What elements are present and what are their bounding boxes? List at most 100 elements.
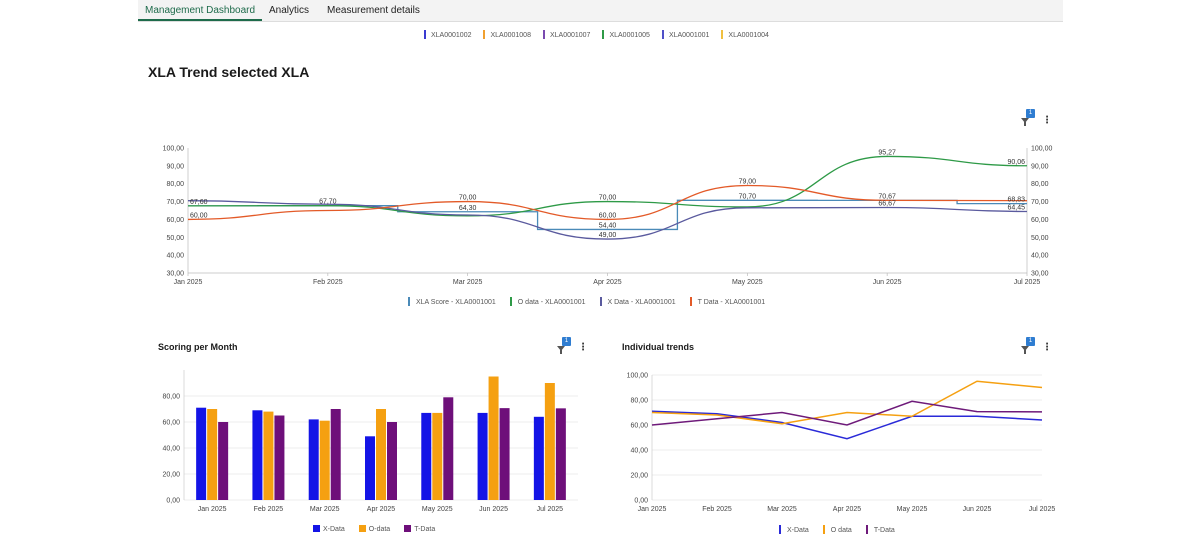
legend-item[interactable]: T-Data [404,525,435,533]
filter-icon[interactable]: 1 [556,337,574,358]
kebab-menu-icon[interactable]: ⋮ [1042,342,1052,353]
kebab-menu-icon[interactable]: ⋮ [578,342,588,353]
legend-label: XLA0001005 [609,32,650,39]
x-tick-label: Apr 2025 [593,279,622,286]
legend-swatch [779,525,781,534]
legend-item[interactable]: X-Data [313,525,345,533]
series-line [187,155,1028,217]
scoring-bar-chart: 0,00 20,00 40,00 60,00 80,00 Jan 2025 Feb 2025… [150,365,590,520]
series-line [651,410,1043,440]
filter-count-badge: 1 [562,337,571,346]
data-label: 49,00 [599,232,617,239]
legend-label: XLA0001001 [668,32,710,39]
bar [533,416,544,500]
tab-bar: Management Dashboard Analytics Measureme… [138,0,1063,22]
x-tick-label: May 2025 [422,506,453,513]
legend-item[interactable]: XLA0001004 [721,30,769,39]
data-label: 54,40 [599,222,617,229]
legend-label: O data [830,527,852,534]
legend-label: O data - XLA0001001 [517,299,586,306]
data-label: 67,70 [319,199,337,206]
individual-trends-svg: 0,00 20,00 40,00 60,00 80,00 100,00 Jan 2025 Fe… [627,373,1056,514]
legend-item[interactable]: XLA0001005 [602,30,650,39]
y-tick-label: 90,00 [1031,163,1049,170]
x-tick-label: Jan 2025 [174,279,203,286]
data-label: 66,67 [878,201,896,208]
y-tick-label: 90,00 [166,163,184,170]
x-tick-label: Feb 2025 [254,506,284,513]
x-tick-label: Mar 2025 [767,506,797,513]
data-label: 70,70 [739,193,757,200]
y-tick-label: 40,00 [162,446,180,453]
bar [555,408,566,500]
legend-swatch [509,297,512,306]
legend-swatch [599,297,602,306]
bar [488,376,499,500]
x-tick-label: Jun 2025 [963,506,992,513]
legend-item[interactable]: X-Data [779,525,809,534]
y-tick-label: 0,00 [166,498,180,505]
data-label: 70,00 [599,195,617,202]
y-tick-label: 60,00 [162,420,180,427]
x-tick-label: Feb 2025 [702,506,732,513]
series-line [651,400,1043,426]
data-label: 79,00 [739,179,757,186]
filter-icon[interactable]: 1 [1020,109,1038,130]
xla-trend-legend: XLA Score - XLA0001001 O data - XLA000100… [408,297,779,306]
legend-item[interactable]: O-data [358,525,391,533]
xla-trend-chart: 30,00 30,00 40,00 40,00 50,00 50,00 60,00 60,00… [140,140,1060,300]
y-tick-label: 80,00 [1031,181,1049,188]
filter-icon[interactable]: 1 [1020,337,1038,358]
y-tick-label: 50,00 [1031,235,1049,242]
y-tick-label: 60,00 [1031,217,1049,224]
y-tick-label: 80,00 [162,394,180,401]
legend-swatch [408,297,410,306]
xla-legend: XLA0001002 XLA0001008 XLA0001007 XLA0001005… [424,30,781,39]
x-tick-label: Apr 2025 [833,506,862,513]
kebab-menu-icon[interactable]: ⋮ [1042,115,1052,126]
y-tick-label: 80,00 [630,398,648,405]
bar [499,408,510,500]
y-tick-label: 20,00 [630,473,648,480]
legend-swatch [721,30,724,39]
bar [421,412,432,500]
legend-label: XLA0001007 [549,32,591,39]
y-tick-label: 30,00 [1031,271,1049,278]
legend-item[interactable]: XLA0001002 [424,30,471,39]
bar [365,436,375,500]
legend-item[interactable]: XLA Score - XLA0001001 [408,297,496,306]
bottom-fade [760,540,1060,550]
legend-swatch [404,525,412,532]
legend-item[interactable]: XLA0001007 [542,30,591,39]
x-tick-label: Jun 2025 [873,279,902,286]
legend-item[interactable]: O data [822,525,852,534]
legend-item[interactable]: XLA0001008 [483,30,531,39]
bar [432,412,443,500]
y-tick-label: 0,00 [634,498,648,505]
tab-measurement-details[interactable]: Measurement details [327,5,420,16]
legend-item[interactable]: X Data - XLA0001001 [599,297,676,306]
scoring-legend: X-Data O-data T-Data [313,525,449,533]
series-line [651,380,1043,425]
x-tick-label: Feb 2025 [313,279,343,286]
tab-analytics[interactable]: Analytics [269,5,310,16]
legend-swatch [358,525,366,532]
bar [376,409,386,500]
x-tick-label: Mar 2025 [453,279,483,286]
bar [263,411,274,500]
legend-swatch [424,30,426,39]
bar [387,422,397,500]
page-title: XLA Trend selected XLA [148,64,310,80]
legend-item[interactable]: T Data - XLA0001001 [689,297,765,306]
legend-label: O-data [368,526,391,533]
legend-label: X Data - XLA0001001 [607,299,676,306]
legend-label: XLA0001004 [728,32,769,39]
legend-item[interactable]: T-Data [865,525,895,534]
y-tick-label: 70,00 [1031,199,1049,206]
tab-management-dashboard[interactable]: Management Dashboard [138,0,263,21]
legend-item[interactable]: O data - XLA0001001 [509,297,586,306]
data-label: 64,45 [1007,204,1025,211]
legend-item[interactable]: XLA0001001 [661,30,710,39]
data-label: 95,27 [878,149,896,156]
bar [218,422,229,500]
